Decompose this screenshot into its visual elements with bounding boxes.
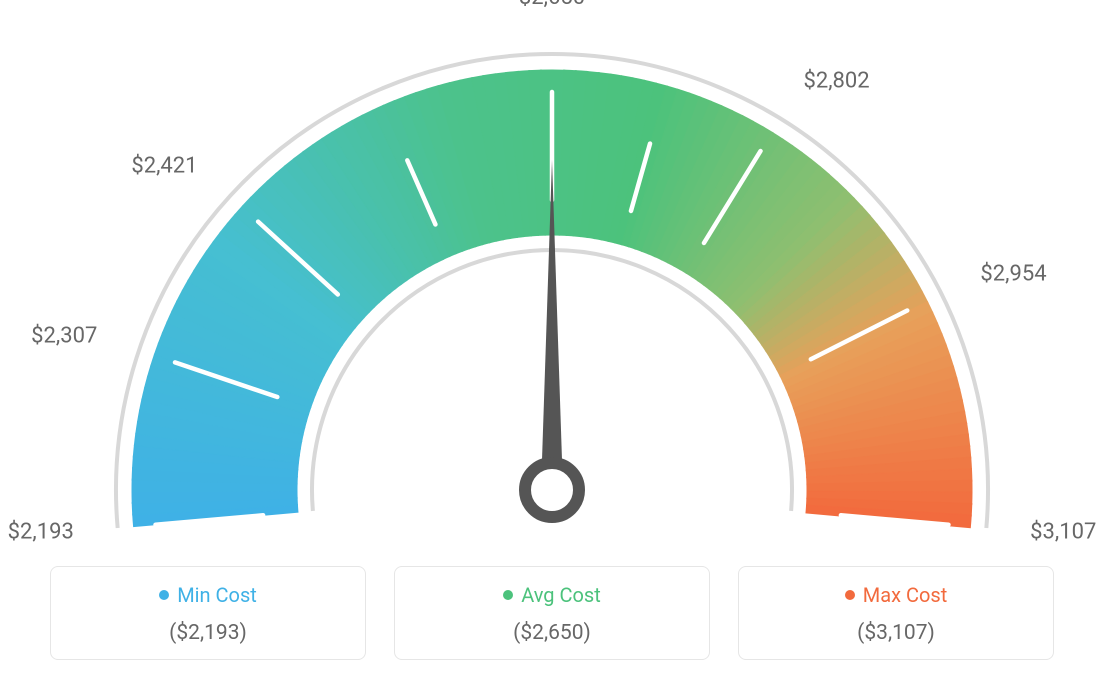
gauge-tick-label: $2,421 (131, 154, 197, 179)
gauge-tick-label: $2,802 (803, 69, 869, 94)
gauge-tick-label: $2,954 (980, 261, 1046, 286)
legend-title-min: Min Cost (177, 583, 257, 607)
legend-value-max: ($3,107) (749, 621, 1043, 645)
legend-card-avg: Avg Cost ($2,650) (394, 566, 710, 660)
cost-gauge-widget: $2,193 $2,307 $2,421 $2,650 $2,802 $2,954 $3,1… (0, 0, 1104, 690)
gauge-tick-label: $2,650 (519, 0, 585, 10)
legend-dot-min (159, 590, 169, 600)
gauge-chart: $2,193$2,307$2,421$2,650$2,802$2,954$3,1… (0, 0, 1104, 540)
legend-card-max: Max Cost ($3,107) (738, 566, 1054, 660)
legend-title-row: Max Cost (749, 583, 1043, 607)
legend-value-avg: ($2,650) (405, 621, 699, 645)
gauge-tick-label: $2,307 (31, 324, 97, 349)
legend-card-min: Min Cost ($2,193) (50, 566, 366, 660)
legend-title-avg: Avg Cost (521, 583, 601, 607)
legend-row: Min Cost ($2,193) Avg Cost ($2,650) Max … (0, 566, 1104, 660)
legend-title-row: Avg Cost (405, 583, 699, 607)
gauge-tick-label: $2,193 (8, 519, 74, 544)
gauge-tick-label: $3,107 (1030, 519, 1096, 544)
legend-value-min: ($2,193) (61, 621, 355, 645)
legend-dot-max (845, 590, 855, 600)
legend-title-max: Max Cost (863, 583, 948, 607)
legend-dot-avg (503, 590, 513, 600)
legend-title-row: Min Cost (61, 583, 355, 607)
gauge-svg (0, 0, 1104, 540)
